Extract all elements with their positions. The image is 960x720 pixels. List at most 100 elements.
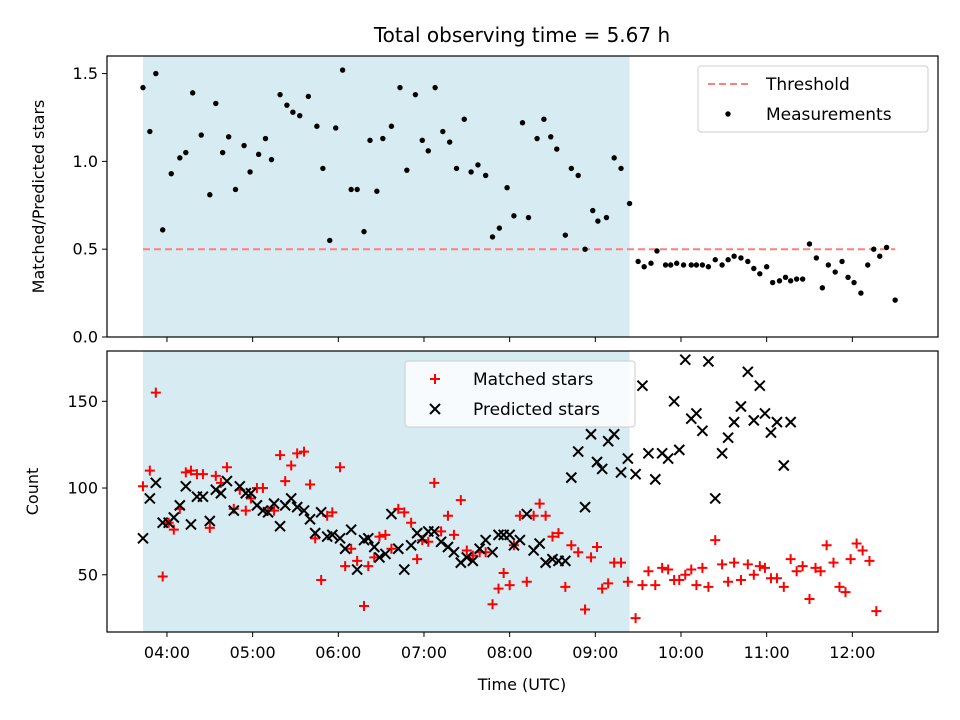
data-point	[354, 186, 360, 193]
data-point	[455, 495, 466, 506]
data-point	[305, 93, 312, 100]
data-point	[215, 487, 227, 499]
data-point	[839, 258, 845, 265]
data-point	[679, 353, 691, 366]
data-point	[663, 564, 674, 575]
data-point	[197, 490, 209, 503]
data-point	[144, 465, 155, 476]
data-point	[425, 148, 431, 154]
data-point	[504, 580, 515, 591]
data-point	[399, 507, 410, 518]
data-point	[493, 583, 504, 594]
data-point	[157, 571, 168, 582]
data-point	[327, 507, 338, 518]
data-point	[210, 484, 222, 496]
data-point	[385, 508, 398, 520]
legend-label: Predicted stars	[473, 400, 600, 420]
data-point	[592, 542, 603, 553]
data-point	[257, 483, 268, 494]
data-point	[608, 428, 620, 440]
data-point	[137, 481, 148, 492]
data-point	[703, 581, 714, 592]
data-point	[771, 573, 782, 584]
data-point	[435, 536, 447, 548]
data-point	[388, 123, 395, 129]
data-point	[731, 253, 737, 259]
data-point	[566, 540, 577, 551]
data-point	[339, 67, 346, 73]
data-point	[232, 186, 239, 193]
data-point	[585, 428, 597, 440]
data-point	[159, 227, 166, 233]
series-predicted-stars	[137, 353, 797, 576]
data-point	[245, 493, 256, 504]
data-point	[629, 468, 642, 480]
data-point	[580, 604, 591, 615]
data-point	[221, 462, 232, 473]
data-point	[635, 258, 641, 265]
data-point	[429, 477, 440, 488]
data-point	[642, 447, 655, 460]
y-tick-label: 150	[67, 392, 98, 411]
data-point	[210, 470, 221, 481]
data-point	[806, 241, 813, 247]
data-point	[615, 466, 627, 479]
data-point	[648, 260, 654, 266]
x-tick-label: 10:00	[658, 643, 704, 662]
data-point	[630, 613, 641, 624]
data-point	[590, 207, 596, 214]
data-point	[340, 561, 351, 572]
data-point	[710, 535, 721, 546]
data-point	[603, 578, 614, 589]
data-point	[771, 416, 783, 428]
data-point	[292, 448, 303, 459]
data-point	[150, 477, 162, 489]
data-point	[479, 534, 492, 546]
data-point	[751, 265, 757, 272]
x-tick-label: 09:00	[572, 643, 618, 662]
data-point	[541, 116, 547, 122]
data-point	[262, 506, 274, 519]
data-point	[673, 444, 685, 456]
data-point	[840, 587, 851, 598]
data-point	[525, 214, 532, 221]
data-point	[637, 580, 648, 591]
data-point	[374, 188, 380, 194]
data-point	[641, 264, 647, 270]
legend-box	[697, 65, 929, 133]
data-point	[785, 554, 796, 565]
data-point	[374, 531, 385, 542]
data-point	[565, 471, 578, 484]
data-point	[284, 102, 290, 108]
data-point	[339, 543, 351, 555]
data-point	[851, 279, 857, 286]
data-point	[699, 262, 706, 268]
data-point	[304, 513, 316, 525]
data-point	[144, 492, 156, 505]
data-point	[603, 214, 610, 221]
data-point	[453, 165, 460, 172]
data-point	[622, 576, 633, 587]
data-point	[419, 137, 425, 143]
data-point	[845, 554, 856, 565]
data-point	[784, 416, 797, 428]
data-point	[586, 552, 597, 563]
data-point	[198, 132, 204, 138]
data-point	[892, 297, 898, 303]
data-point	[845, 274, 851, 280]
data-point	[540, 510, 551, 521]
data-point	[662, 452, 674, 465]
data-point	[185, 465, 196, 476]
data-point	[804, 594, 815, 605]
data-point	[285, 492, 297, 505]
data-point	[521, 508, 533, 520]
data-point	[326, 529, 339, 541]
data-point	[352, 555, 363, 566]
data-point	[568, 165, 575, 172]
data-point	[865, 262, 871, 268]
data-point	[548, 134, 554, 140]
data-point	[864, 555, 875, 566]
data-point	[553, 528, 564, 539]
data-point	[728, 416, 740, 428]
data-point	[412, 91, 419, 98]
